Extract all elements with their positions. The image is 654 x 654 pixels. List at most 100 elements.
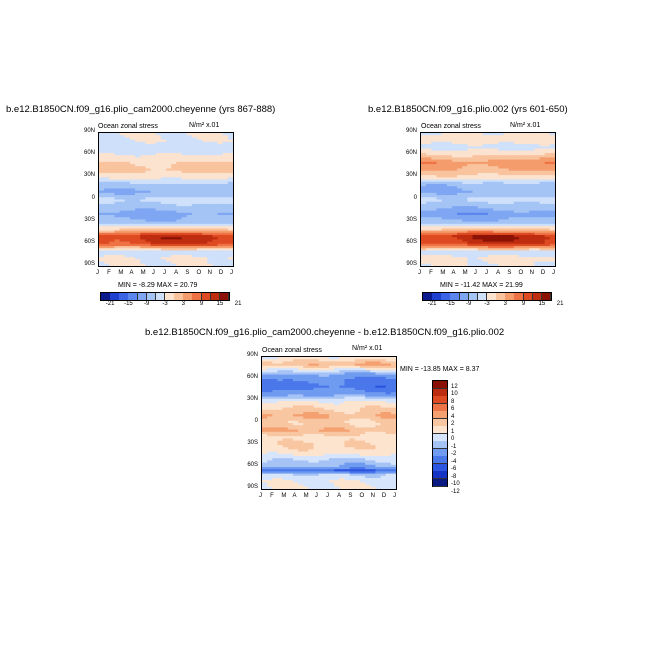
heatmap-cell	[380, 478, 387, 481]
heatmap-cell	[99, 219, 105, 223]
heatmap-cell	[508, 159, 515, 163]
heatmap-cell	[222, 146, 229, 150]
heatmap-cell	[524, 137, 530, 141]
heatmap-cell	[298, 456, 304, 459]
heatmap-cell	[145, 148, 152, 152]
heatmap-cell	[513, 246, 520, 249]
heatmap-cell	[155, 228, 162, 232]
heatmap-cell	[375, 438, 382, 442]
heatmap-cell	[150, 164, 157, 167]
heatmap-cell	[135, 232, 141, 236]
heatmap-cell	[380, 486, 387, 489]
heatmap-cell	[308, 480, 315, 483]
heatmap-cell	[104, 208, 110, 212]
heatmap-cell	[370, 451, 376, 455]
heatmap-cell	[292, 484, 299, 488]
heatmap-cell	[308, 440, 315, 444]
heatmap-cell	[171, 206, 177, 209]
heatmap-cell	[303, 427, 309, 431]
heatmap-cell	[181, 246, 188, 249]
heatmap-cell	[262, 460, 268, 464]
heatmap-cell	[344, 462, 351, 466]
heatmap-cell	[544, 234, 551, 238]
heatmap-cell	[385, 436, 392, 439]
heatmap-cell	[99, 133, 105, 136]
heatmap-cell	[196, 190, 203, 194]
heatmap-cell	[308, 394, 315, 398]
heatmap-cell	[390, 398, 396, 402]
heatmap-cell	[262, 359, 268, 362]
heatmap-cell	[160, 188, 167, 192]
heatmap-cell	[119, 166, 126, 170]
heatmap-cell	[524, 179, 530, 183]
heatmap-cell	[222, 150, 229, 154]
heatmap-cell	[217, 197, 224, 201]
heatmap-cell	[313, 442, 320, 446]
heatmap-cell	[529, 152, 535, 156]
heatmap-cell	[539, 261, 546, 265]
heatmap-cell	[477, 243, 484, 247]
heatmap-cell	[529, 257, 535, 260]
heatmap-cell	[431, 197, 438, 201]
heatmap-cell	[104, 177, 110, 181]
heatmap-cell	[508, 254, 515, 258]
heatmap-cell	[109, 172, 116, 176]
heatmap-cell	[529, 215, 535, 218]
heatmap-cell	[370, 478, 376, 481]
heatmap-cell	[318, 416, 325, 420]
heatmap-cell	[287, 462, 294, 466]
heatmap-cell	[323, 414, 330, 417]
heatmap-cell	[272, 416, 279, 420]
heatmap-cell	[329, 464, 335, 468]
heatmap-cell	[508, 226, 515, 229]
heatmap-cell	[457, 226, 463, 229]
heatmap-cell	[298, 370, 304, 373]
heatmap-cell	[467, 137, 474, 141]
heatmap-cell	[318, 431, 325, 435]
heatmap-cell	[549, 212, 555, 216]
heatmap-cell	[114, 190, 121, 194]
heatmap-cell	[262, 453, 268, 457]
heatmap-cell	[370, 376, 376, 380]
heatmap-cell	[171, 170, 177, 174]
heatmap-cell	[431, 137, 438, 141]
heatmap-cell	[524, 197, 530, 201]
heatmap-cell	[272, 486, 279, 489]
heatmap-cell	[539, 232, 546, 236]
heatmap-cell	[292, 390, 299, 393]
heatmap-cell	[529, 190, 535, 194]
heatmap-cell	[354, 464, 361, 468]
heatmap-cell	[176, 168, 183, 172]
heatmap-cell	[323, 398, 330, 402]
heatmap-cell	[354, 363, 361, 367]
heatmap-cell	[380, 420, 387, 424]
heatmap-cell	[227, 150, 233, 154]
x-tick-label: J	[485, 270, 488, 276]
heatmap-cell	[493, 179, 499, 183]
heatmap-cell	[344, 392, 351, 395]
heatmap-cell	[145, 257, 152, 260]
heatmap-cell	[370, 423, 376, 426]
heatmap-cell	[287, 418, 294, 422]
heatmap-cell	[482, 246, 489, 249]
heatmap-cell	[308, 361, 315, 365]
heatmap-cell	[135, 252, 141, 256]
heatmap-cell	[99, 208, 105, 212]
heatmap-cell	[282, 412, 289, 415]
heatmap-cell	[359, 381, 366, 384]
heatmap-cell	[421, 232, 427, 236]
colorbar-label: 9	[199, 301, 204, 307]
heatmap-cell	[171, 159, 177, 163]
heatmap-cell	[436, 201, 443, 205]
heatmap-cell	[176, 252, 183, 256]
heatmap-cell	[308, 471, 315, 475]
heatmap-cell	[457, 208, 463, 212]
heatmap-cell	[202, 135, 208, 139]
heatmap-cell	[124, 175, 131, 178]
heatmap-cell	[222, 212, 229, 216]
heatmap-cell	[171, 186, 177, 190]
heatmap-cell	[385, 405, 392, 409]
heatmap-cell	[104, 155, 110, 158]
heatmap-cell	[349, 480, 356, 483]
heatmap-cell	[329, 398, 335, 402]
